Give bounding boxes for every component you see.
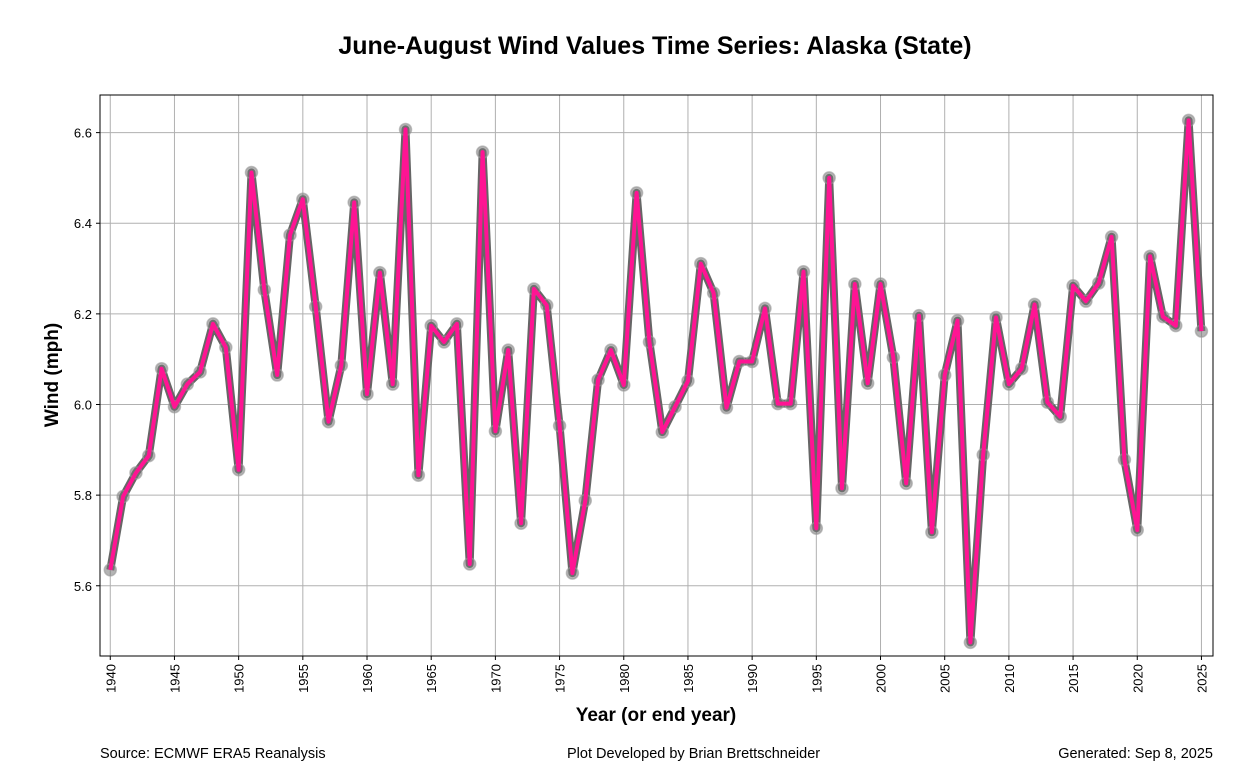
y-tick-label: 6.6 — [74, 126, 92, 141]
credit-note: Plot Developed by Brian Brettschneider — [567, 746, 821, 762]
x-tick-label: 2010 — [1002, 664, 1017, 693]
y-tick-label: 6.0 — [74, 398, 92, 413]
x-tick-label: 1995 — [809, 664, 824, 693]
x-tick-label: 1960 — [360, 664, 375, 693]
y-tick-label: 6.4 — [74, 216, 92, 231]
x-tick-label: 1965 — [424, 664, 439, 693]
x-tick-label: 1970 — [488, 664, 503, 693]
chart-title: June-August Wind Values Time Series: Ala… — [338, 32, 972, 60]
y-tick-label: 5.8 — [74, 488, 92, 503]
y-tick-label: 5.6 — [74, 579, 92, 594]
x-axis-ticks: 1940 1945 1950 1955 1960 1965 1970 1975 1980 1985… — [103, 656, 1209, 693]
x-tick-label: 1990 — [745, 664, 760, 693]
x-tick-label: 2020 — [1130, 664, 1145, 693]
x-tick-label: 1940 — [103, 664, 118, 693]
x-tick-label: 2025 — [1194, 664, 1209, 693]
x-tick-label: 1955 — [296, 664, 311, 693]
generated-note: Generated: Sep 8, 2025 — [1058, 746, 1213, 762]
x-tick-label: 1975 — [553, 664, 568, 693]
x-tick-label: 2000 — [874, 664, 889, 693]
source-note: Source: ECMWF ERA5 Reanalysis — [100, 746, 326, 762]
x-axis-label: Year (or end year) — [576, 705, 737, 726]
x-tick-label: 2015 — [1066, 664, 1081, 693]
plot-frame — [99, 94, 1214, 657]
y-axis-ticks: 5.6 5.8 6.0 6.2 6.4 6.6 — [74, 126, 100, 594]
series-wind — [103, 113, 1209, 650]
series-line — [108, 118, 1204, 645]
y-axis-label: Wind (mph) — [42, 323, 63, 427]
x-tick-label: 1950 — [232, 664, 247, 693]
x-tick-label: 2005 — [938, 664, 953, 693]
x-tick-label: 1945 — [167, 664, 182, 693]
y-tick-label: 6.2 — [74, 307, 92, 322]
x-tick-label: 1980 — [617, 664, 632, 693]
x-tick-label: 1985 — [681, 664, 696, 693]
